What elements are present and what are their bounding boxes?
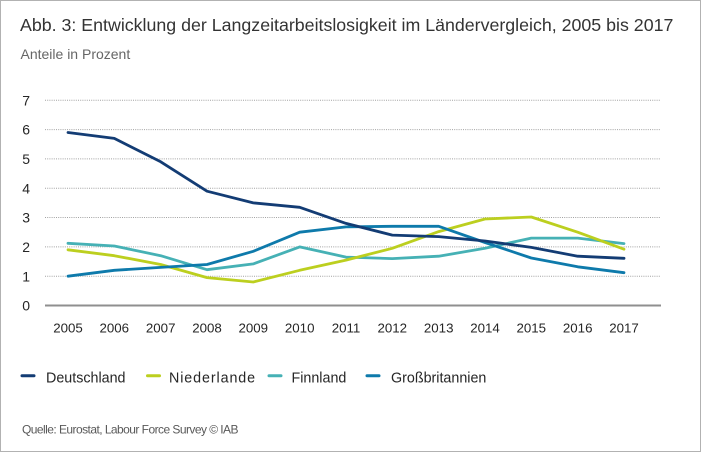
svg-text:2010: 2010: [285, 321, 315, 336]
svg-text:2012: 2012: [378, 321, 408, 336]
svg-text:2013: 2013: [424, 321, 454, 336]
svg-text:Anteile in Prozent: Anteile in Prozent: [21, 46, 131, 62]
svg-text:2: 2: [22, 239, 30, 255]
svg-text:2011: 2011: [332, 321, 361, 336]
svg-text:Deutschland: Deutschland: [46, 370, 126, 386]
svg-text:Abb. 3: Entwicklung der Langze: Abb. 3: Entwicklung der Langzeitarbeitsl…: [20, 15, 673, 35]
svg-text:3: 3: [22, 210, 30, 226]
svg-text:0: 0: [22, 298, 30, 314]
svg-text:1: 1: [22, 268, 30, 284]
svg-text:4: 4: [22, 180, 30, 196]
svg-text:2015: 2015: [517, 321, 547, 336]
svg-text:2008: 2008: [192, 321, 222, 336]
svg-text:2014: 2014: [470, 321, 500, 336]
svg-text:2006: 2006: [100, 321, 130, 336]
svg-text:2007: 2007: [146, 321, 176, 336]
svg-text:Finnland: Finnland: [292, 370, 347, 386]
svg-text:2017: 2017: [609, 321, 639, 336]
svg-text:Niederlande: Niederlande: [169, 370, 256, 386]
svg-text:Quelle: Eurostat, Labour Force: Quelle: Eurostat, Labour Force Survey © …: [22, 423, 239, 437]
svg-text:Großbritannien: Großbritannien: [391, 370, 486, 386]
svg-text:2005: 2005: [53, 321, 83, 336]
svg-text:2016: 2016: [563, 321, 593, 336]
svg-text:7: 7: [22, 92, 30, 108]
svg-text:2009: 2009: [239, 321, 269, 336]
svg-text:5: 5: [22, 151, 30, 167]
svg-text:6: 6: [22, 122, 30, 138]
